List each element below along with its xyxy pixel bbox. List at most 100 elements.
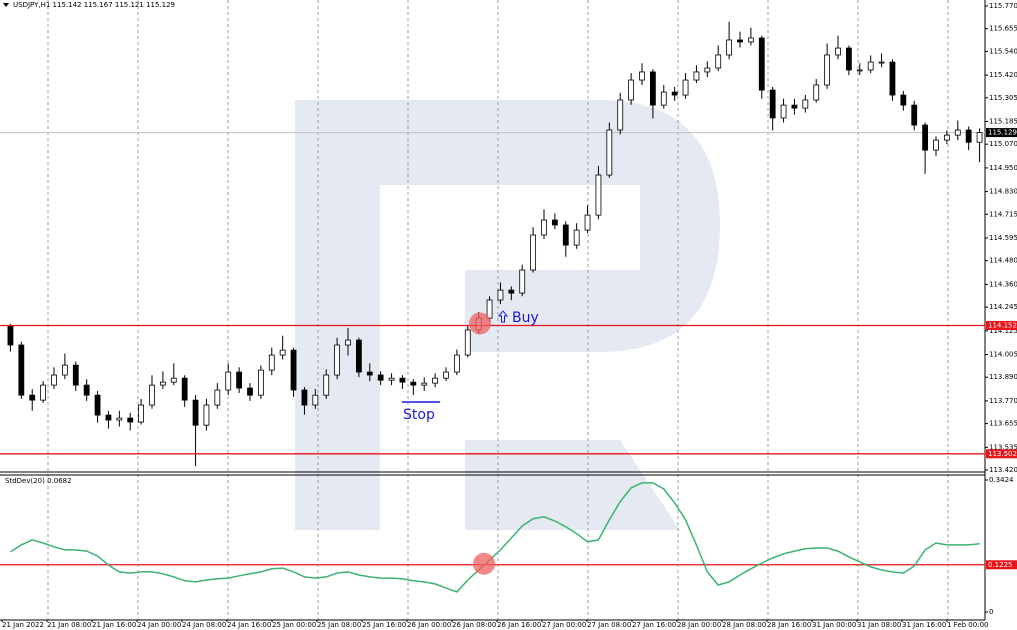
x-tick-label: 27 Jan 00:00 (542, 621, 586, 629)
current-price-label: 115.129 (988, 129, 1017, 137)
candle-body (83, 384, 90, 396)
y-tick-label: 113.890 (989, 373, 1017, 381)
x-tick-label: 25 Jan 00:00 (272, 621, 316, 629)
x-tick-label: 31 Jan 16:00 (902, 621, 946, 629)
candle-body (127, 417, 134, 423)
candle-body (94, 394, 101, 416)
candle-body (595, 174, 602, 216)
candle-body (965, 129, 972, 143)
y-tick-label: 115.540 (989, 47, 1017, 55)
y-tick-label: 114.245 (989, 303, 1017, 311)
candle-body (290, 349, 297, 391)
candle-body (835, 47, 841, 56)
candle-body (51, 374, 57, 386)
watermark (295, 100, 720, 530)
candle-body (410, 381, 417, 386)
candle-body (530, 234, 537, 271)
x-tick-label: 21 Jan 08:00 (47, 621, 91, 629)
candle-body (573, 229, 580, 246)
candle-body (40, 384, 47, 401)
y-tick-label: 113.655 (989, 420, 1017, 428)
y-tick-label: 114.360 (989, 280, 1017, 288)
level-box (986, 560, 1017, 570)
y-tick-label: 113.770 (989, 397, 1017, 405)
candle-body (377, 374, 384, 381)
y-tick-label: 114.125 (989, 327, 1017, 335)
candle-body (247, 387, 253, 396)
entry-marker (473, 552, 495, 575)
candle-body (856, 69, 863, 72)
candle-body (388, 377, 395, 381)
menu-arrow (3, 3, 9, 7)
candle-body (170, 377, 177, 383)
candle-body (105, 414, 112, 421)
candle-body (943, 134, 950, 141)
candle-body (878, 61, 885, 64)
candle-body (334, 344, 341, 376)
time-grid (47, 0, 949, 620)
x-tick-label: 26 Jan 08:00 (452, 621, 496, 629)
candle-body (791, 104, 798, 109)
candle-body (192, 399, 199, 426)
candle-body (116, 417, 123, 421)
candle-body (628, 79, 635, 101)
candle-body (758, 37, 765, 91)
candle-body (29, 394, 36, 401)
candle-body (301, 389, 308, 406)
candle-body (889, 61, 896, 96)
y2-tick-label: 0.3424 (989, 476, 1014, 484)
candle-body (747, 37, 754, 43)
current-price-box (986, 128, 1017, 138)
level-label: 113.502 (988, 450, 1017, 458)
y-tick-label: 115.655 (989, 25, 1017, 33)
candle-body (541, 219, 547, 236)
candle-body (933, 139, 939, 151)
x-tick-label: 24 Jan 08:00 (182, 621, 226, 629)
candle-body (715, 54, 722, 69)
candle-body (312, 394, 319, 406)
candle-body (551, 219, 558, 226)
candle-body (639, 71, 645, 81)
candle-body (225, 371, 232, 391)
indicator-level-label: 0.1225 (988, 561, 1013, 569)
candle-body (323, 374, 330, 396)
x-tick-label: 26 Jan 16:00 (497, 621, 541, 629)
candle-body (159, 381, 166, 386)
x-tick-label: 21 Jan 2022 (2, 621, 44, 629)
y-tick-label: 114.480 (989, 257, 1017, 265)
candle-body (443, 371, 449, 379)
candle-body (824, 54, 831, 86)
candle-body (769, 89, 776, 119)
candle-body (617, 99, 624, 131)
level-label: 114.152 (988, 321, 1017, 329)
candle-body (61, 364, 68, 376)
y-tick-label: 115.185 (989, 118, 1017, 126)
x-tick-label: 28 Jan 08:00 (722, 621, 766, 629)
x-tick-label: 28 Jan 16:00 (767, 621, 811, 629)
y-tick-label: 115.420 (989, 71, 1017, 79)
candle-body (954, 129, 961, 136)
candle-body (279, 349, 286, 356)
buy-arrow (497, 310, 509, 323)
candle-body (432, 377, 439, 384)
indicator-title: StdDev(20) 0.0682 (5, 477, 72, 485)
candle-body (780, 104, 787, 119)
candle-body (562, 224, 569, 246)
y-tick-label: 114.715 (989, 210, 1017, 218)
candle-body (671, 91, 678, 96)
x-tick-label: 26 Jan 00:00 (407, 621, 451, 629)
x-tick-label: 25 Jan 08:00 (317, 621, 361, 629)
candle-body (257, 369, 264, 396)
x-tick-label: 28 Jan 00:00 (677, 621, 721, 629)
candle-body (737, 39, 743, 43)
x-tick-label: 31 Jan 08:00 (857, 621, 901, 629)
candle-body (464, 329, 471, 356)
x-tick-label: 25 Jan 16:00 (362, 621, 406, 629)
candle-body (726, 39, 733, 56)
candle-body (693, 71, 700, 81)
candle-body (399, 377, 406, 383)
candle-body (845, 47, 852, 71)
candle-body (421, 382, 428, 386)
